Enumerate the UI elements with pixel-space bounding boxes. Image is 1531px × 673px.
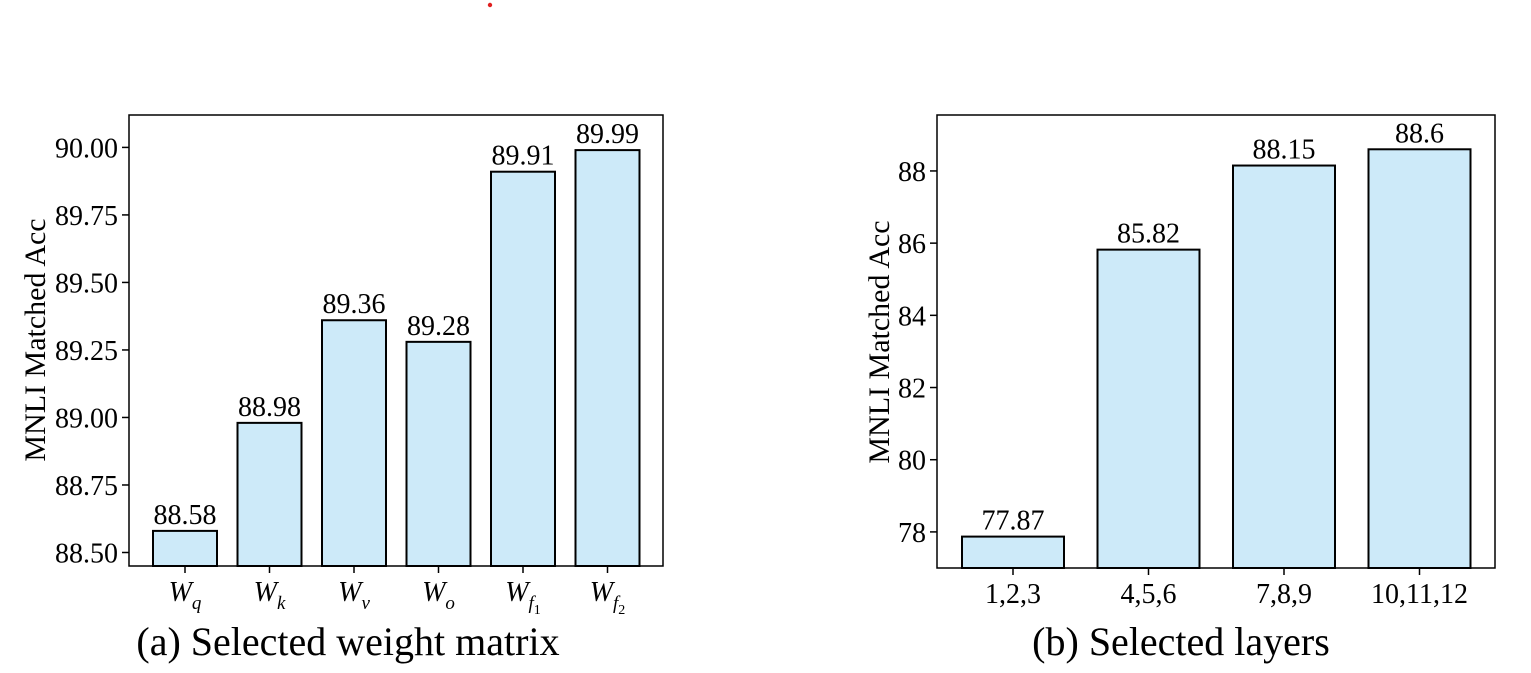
panel-a-data-labels: 88.58 88.98 89.36 89.28 89.91 89.99: [154, 119, 640, 531]
b-bar: [961, 535, 1065, 569]
b-ytick-label: 86: [898, 229, 926, 260]
panel-a: 88.50 88.75 89.00 89.25 89.50 89.75 90.00 88.5…: [19, 114, 664, 664]
a-bar-value-label: 89.28: [407, 311, 470, 342]
panel-a-x-axis: Wq Wk Wv Wo Wf1 Wf2: [169, 566, 626, 618]
a-bar-value-label: 89.91: [492, 141, 555, 172]
panel-b-x-axis: 1,2,3 4,5,6 7,8,9 10,11,12: [985, 568, 1468, 610]
panel-b-frame: [936, 114, 1496, 569]
a-bar-value-label: 88.98: [238, 392, 301, 423]
panel-b-y-axis-label: MNLI Matched Acc: [863, 220, 896, 463]
b-ytick-label: 80: [898, 446, 926, 477]
a-xtick-label: Wk: [254, 577, 286, 614]
panel-a-y-axis-label: MNLI Matched Acc: [19, 218, 52, 461]
panel-a-bars: [152, 149, 641, 568]
b-bar-value-label: 85.82: [1117, 219, 1180, 250]
a-ytick-label: 89.75: [55, 201, 118, 232]
b-xtick-label: 10,11,12: [1371, 579, 1468, 610]
a-xtick-label: Wo: [422, 577, 455, 614]
panel-b-caption: (b) Selected layers: [1032, 619, 1330, 664]
b-bar: [1232, 164, 1336, 569]
a-ytick-label: 90.00: [55, 133, 118, 164]
b-xtick-label: 7,8,9: [1256, 579, 1312, 610]
a-xtick-label: Wv: [338, 577, 370, 614]
a-ytick-label: 89.50: [55, 268, 118, 299]
panel-b: 78 80 82 84 86 88 77.87 85.82 88.15 88.6 1,2,3 4,…: [863, 114, 1496, 664]
a-ytick-label: 88.50: [55, 538, 118, 569]
a-bar: [405, 340, 472, 568]
red-dot-marker: [487, 2, 493, 8]
a-bar: [321, 319, 387, 567]
a-xtick-label: Wf2: [590, 577, 626, 618]
a-bar: [574, 149, 641, 567]
a-bar-value-label: 89.36: [323, 289, 386, 320]
b-xtick-label: 1,2,3: [985, 579, 1041, 610]
a-bar: [152, 529, 218, 567]
b-bar-value-label: 88.6: [1395, 118, 1444, 149]
b-ytick-label: 88: [898, 157, 926, 188]
b-ytick-label: 84: [898, 301, 926, 332]
b-bar: [1367, 148, 1472, 569]
b-bar-value-label: 77.87: [982, 506, 1045, 537]
a-bar: [236, 421, 303, 567]
panel-b-data-labels: 77.87 85.82 88.15 88.6: [982, 118, 1445, 536]
b-ytick-label: 82: [898, 374, 926, 405]
b-bar-value-label: 88.15: [1253, 135, 1316, 166]
panel-a-frame: [128, 114, 664, 567]
b-bar: [1096, 248, 1201, 569]
a-ytick-label: 89.00: [55, 403, 118, 434]
a-ytick-label: 88.75: [55, 471, 118, 502]
a-xtick-label: Wq: [169, 577, 202, 614]
b-ytick-label: 78: [898, 518, 926, 549]
panel-b-y-axis: 78 80 82 84 86 88: [898, 157, 937, 549]
a-ytick-label: 89.25: [55, 336, 118, 367]
a-bar-value-label: 88.58: [154, 500, 217, 531]
a-bar: [490, 170, 556, 567]
panel-a-caption: (a) Selected weight matrix: [136, 619, 559, 664]
b-xtick-label: 4,5,6: [1121, 579, 1177, 610]
a-xtick-label: Wf1: [505, 577, 541, 618]
a-bar-value-label: 89.99: [576, 119, 639, 150]
panel-a-y-axis: 88.50 88.75 89.00 89.25 89.50 89.75 90.00: [55, 133, 129, 569]
